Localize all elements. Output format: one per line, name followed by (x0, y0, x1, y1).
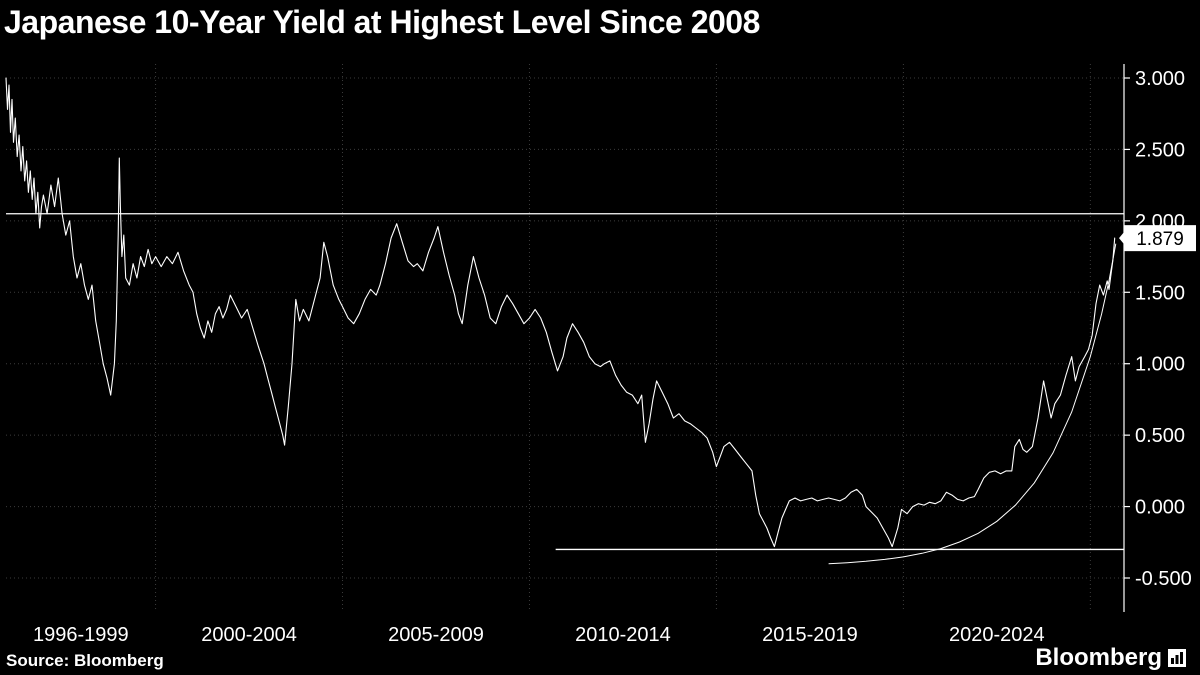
last-value-badge (1124, 225, 1196, 252)
x-axis-label: 1996-1999 (33, 624, 129, 646)
x-axis-label: 2005-2009 (388, 624, 484, 646)
trend-curve (828, 243, 1117, 565)
page-title: Japanese 10-Year Yield at Highest Level … (4, 4, 760, 40)
y-axis-label: 3.000 (1135, 68, 1185, 90)
x-axis-label: 2020-2024 (949, 624, 1045, 646)
x-axis-label: 2000-2004 (201, 624, 297, 646)
y-axis-label: 1.000 (1135, 354, 1185, 376)
last-value-badge-pointer (1119, 232, 1124, 245)
x-axis-label: 2015-2019 (762, 624, 858, 646)
yield-series-line (5, 77, 1116, 548)
source-label: Source: Bloomberg (6, 651, 164, 670)
footer: Source: Bloomberg Bloomberg (0, 644, 1200, 675)
y-axis-label: 0.000 (1135, 497, 1185, 519)
y-axis-label: 1.500 (1135, 282, 1185, 304)
bar-chart-icon (1168, 649, 1186, 667)
bloomberg-logo: Bloomberg (1035, 644, 1186, 672)
bloomberg-wordmark: Bloomberg (1035, 644, 1162, 671)
last-value-badge-text: 1.879 (1136, 229, 1184, 250)
y-axis-label: 2.500 (1135, 139, 1185, 161)
x-axis-label: 2010-2014 (575, 624, 671, 646)
y-axis-label: 0.500 (1135, 425, 1185, 447)
y-axis-label: -0.500 (1135, 568, 1192, 590)
